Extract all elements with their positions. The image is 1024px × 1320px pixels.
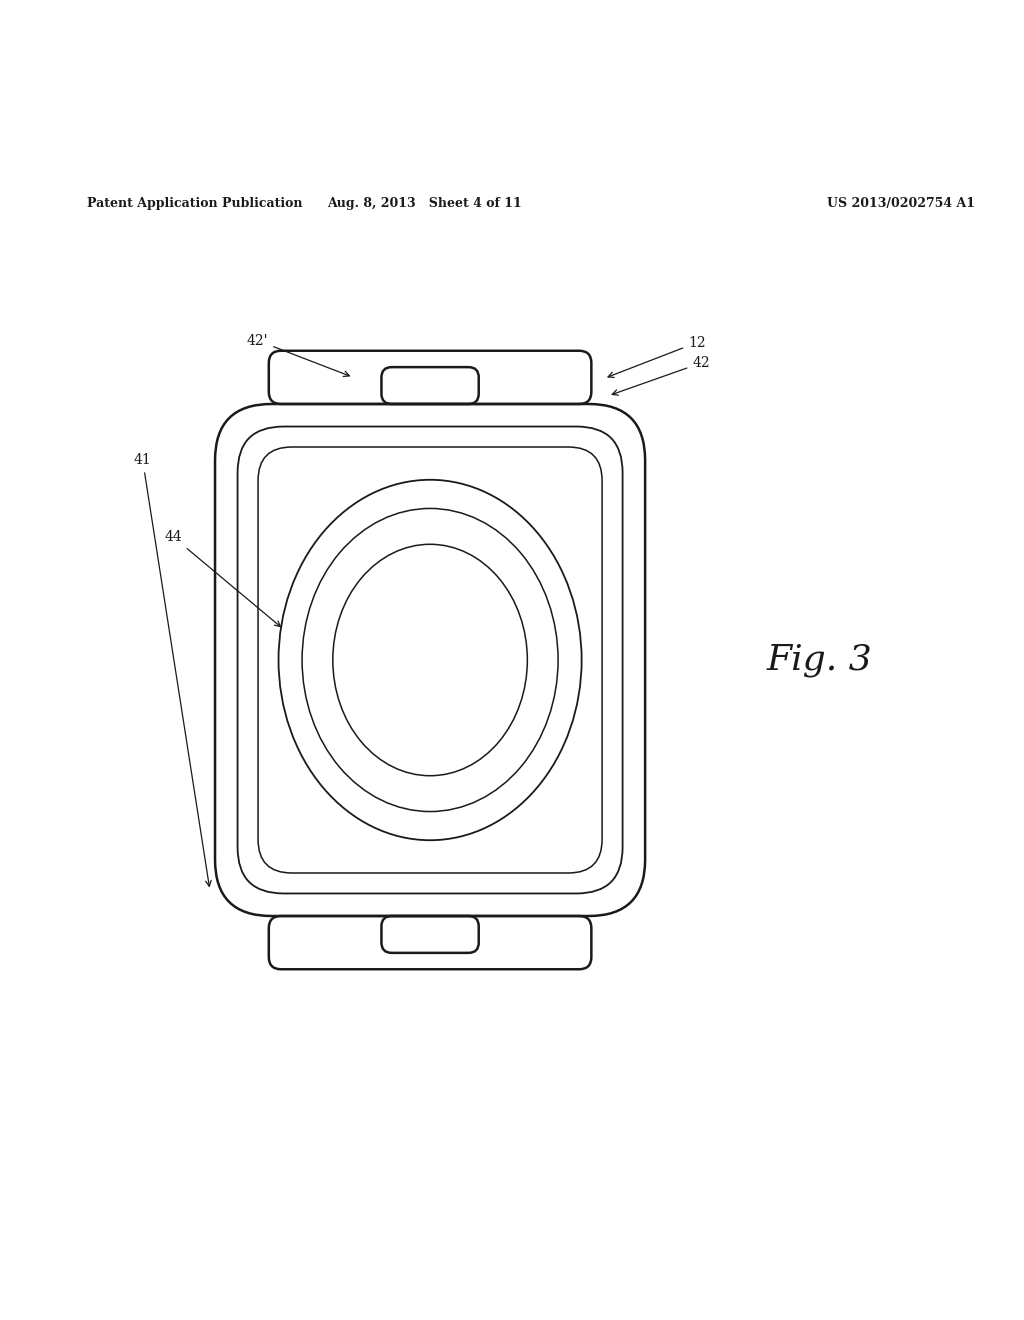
Text: 42: 42 [612,356,710,395]
Text: US 2013/0202754 A1: US 2013/0202754 A1 [827,197,975,210]
Text: 44: 44 [165,531,281,627]
Text: 41: 41 [134,453,211,886]
Text: 42': 42' [247,334,349,376]
Text: Patent Application Publication: Patent Application Publication [87,197,302,210]
Text: Aug. 8, 2013   Sheet 4 of 11: Aug. 8, 2013 Sheet 4 of 11 [328,197,522,210]
Text: 12: 12 [608,335,706,378]
Text: Fig. 3: Fig. 3 [766,643,872,677]
